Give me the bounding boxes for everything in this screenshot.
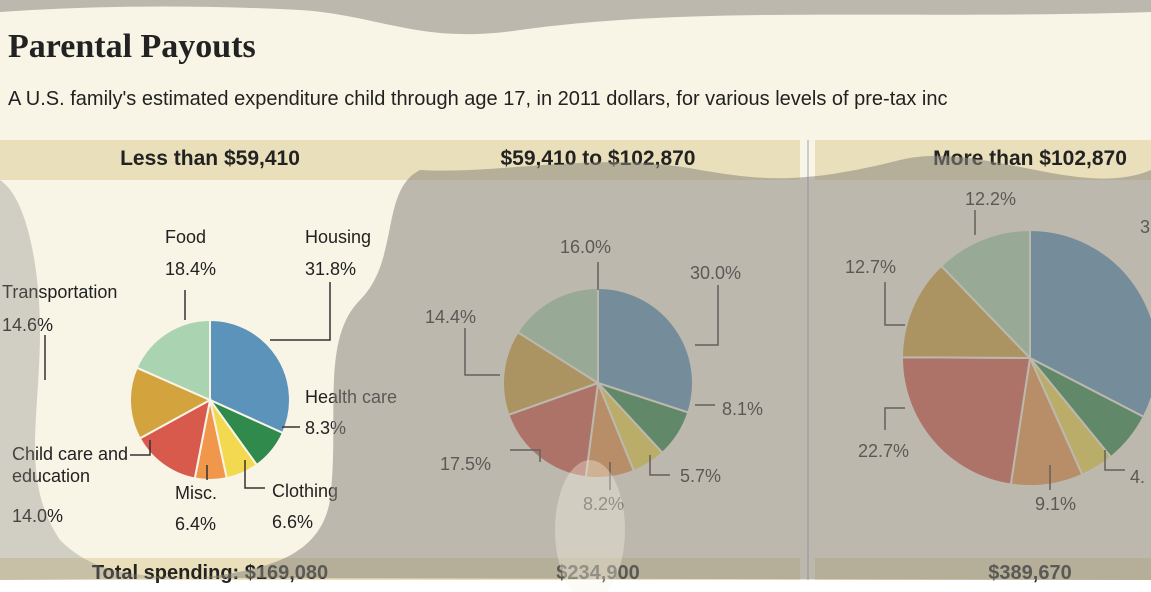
total-spending: $234,900: [556, 562, 640, 584]
category-label: Food: [165, 227, 207, 247]
category-label: Misc.: [175, 483, 217, 503]
footer-band: [815, 558, 1151, 580]
column-header: More than $102,870: [933, 147, 1127, 170]
value-label: 3: [1140, 217, 1151, 237]
value-label: 18.4%: [165, 259, 217, 279]
category-label: Transportation: [2, 282, 118, 302]
value-label: 6.6%: [272, 512, 314, 532]
category-label: Child care and education: [12, 444, 129, 486]
subtitle: A U.S. family's estimated expenditure ch…: [8, 88, 948, 110]
value-label: 12.2%: [965, 189, 1017, 209]
value-label: 8.3%: [305, 418, 347, 438]
value-label: 16.0%: [560, 237, 612, 257]
value-label: 31.8%: [305, 259, 357, 279]
value-label: 14.6%: [2, 315, 54, 335]
value-label: 5.7%: [680, 466, 722, 486]
pie-slice: [129, 366, 213, 440]
value-label: 22.7%: [858, 441, 910, 461]
pie-slice: [138, 398, 212, 480]
value-label: 8.1%: [722, 399, 764, 419]
category-label: Housing: [305, 227, 372, 247]
value-label: 14.4%: [425, 307, 477, 327]
value-label: 4.: [1130, 467, 1146, 487]
value-label: 30.0%: [690, 263, 742, 283]
value-label: 8.2%: [583, 494, 625, 514]
category-label: Clothing: [272, 481, 339, 501]
value-label: 9.1%: [1035, 494, 1077, 514]
value-label: 17.5%: [440, 454, 492, 474]
value-label: 14.0%: [12, 506, 64, 526]
column-header: Less than $59,410: [120, 147, 300, 170]
title: Parental Payouts: [8, 28, 256, 65]
total-spending: $389,670: [988, 562, 1072, 584]
total-spending: Total spending: $169,080: [91, 562, 329, 584]
value-label: 12.7%: [845, 257, 897, 277]
value-label: 6.4%: [175, 514, 217, 534]
category-label: Health care: [305, 387, 398, 407]
column-header: $59,410 to $102,870: [500, 147, 696, 170]
